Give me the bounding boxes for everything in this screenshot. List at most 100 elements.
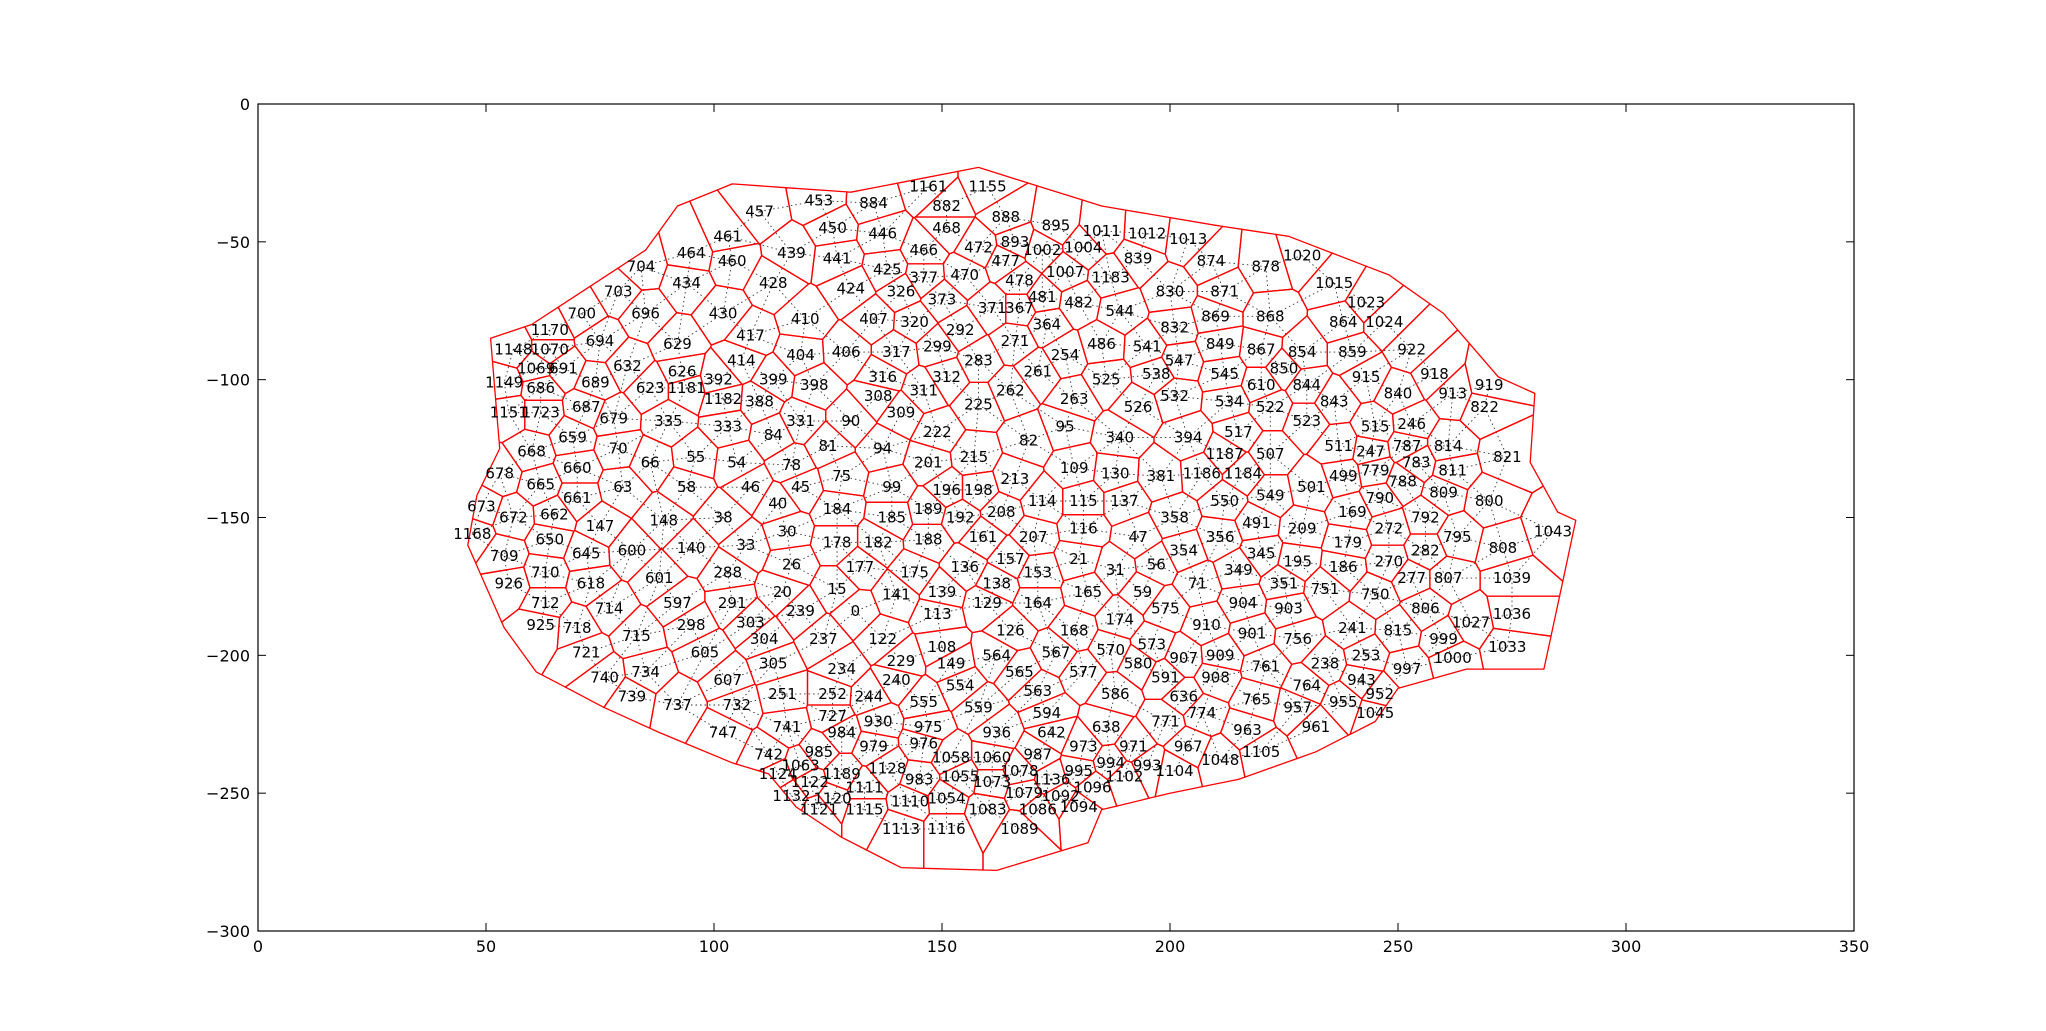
neighbor-link	[772, 663, 783, 695]
cell-label: 130	[1101, 464, 1130, 482]
neighbor-link	[540, 387, 587, 408]
cell-label: 241	[1338, 619, 1367, 637]
cell-label: 577	[1069, 663, 1098, 681]
neighbor-link	[987, 602, 1011, 631]
cell-label: 185	[877, 509, 906, 527]
cell-label: 15	[828, 580, 847, 598]
neighbor-link	[1051, 732, 1084, 747]
cell-label: 424	[836, 280, 865, 298]
neighbor-link	[1379, 498, 1390, 529]
cell-label: 984	[827, 724, 856, 742]
neighbor-link	[887, 743, 925, 769]
neighbor-link	[832, 798, 865, 811]
neighbor-link	[941, 566, 966, 593]
cell-label: 215	[960, 448, 989, 466]
cell-label: 349	[1224, 561, 1253, 579]
neighbor-link	[1297, 528, 1303, 562]
cell-label: 908	[1201, 668, 1230, 686]
cell-label: 922	[1397, 340, 1426, 358]
neighbor-link	[1220, 536, 1262, 554]
cell-label: 709	[490, 547, 519, 565]
voronoi-cell	[1238, 726, 1298, 778]
neighbor-link	[923, 726, 929, 744]
cell-label: 1023	[1347, 294, 1385, 312]
neighbor-link	[677, 572, 728, 604]
cell-label: 570	[1096, 641, 1125, 659]
cell-label: 466	[909, 241, 938, 259]
neighbor-link	[585, 553, 592, 584]
neighbor-link	[540, 602, 546, 626]
neighbor-link	[645, 652, 706, 673]
neighbor-link	[1083, 745, 1111, 764]
cell-label: 1105	[1242, 743, 1280, 761]
neighbor-link	[686, 379, 719, 389]
cell-label: 1013	[1169, 230, 1207, 248]
cell-label: 40	[768, 495, 787, 513]
neighbor-link	[727, 572, 783, 593]
cell-label: 66	[641, 453, 660, 471]
cell-label: 525	[1092, 371, 1121, 389]
cell-label: 601	[645, 569, 674, 587]
cell-label: 741	[773, 718, 802, 736]
neighbor-link	[859, 542, 879, 568]
cell-label: 913	[1438, 384, 1467, 402]
cell-label: 721	[572, 644, 601, 662]
cell-label: 815	[1384, 622, 1413, 640]
cell-label: 983	[905, 770, 934, 788]
cell-label: 499	[1329, 467, 1358, 485]
cell-label: 704	[627, 258, 656, 276]
neighbor-link	[1406, 423, 1413, 446]
cell-label: 406	[832, 343, 861, 361]
neighbor-link	[1201, 473, 1226, 502]
cell-label: 1151	[490, 404, 528, 422]
cell-label: 787	[1393, 437, 1422, 455]
cell-label: 867	[1247, 340, 1276, 358]
cell-label: 1078	[1000, 762, 1038, 780]
neighbor-link	[1425, 536, 1458, 552]
cell-label: 715	[622, 627, 651, 645]
neighbor-link	[1183, 536, 1221, 552]
x-tick-label: 350	[1839, 937, 1870, 956]
neighbor-link	[1137, 663, 1166, 678]
cell-label: 377	[909, 269, 938, 287]
cell-label: 238	[1311, 655, 1340, 673]
neighbor-link	[1178, 343, 1221, 361]
cell-label: 565	[1005, 663, 1034, 681]
neighbor-link	[1087, 569, 1116, 593]
neighbor-link	[590, 583, 610, 609]
cell-label: 486	[1087, 335, 1116, 353]
cell-label: 94	[873, 440, 892, 458]
cell-label: 1015	[1315, 274, 1353, 292]
cell-label: 78	[782, 456, 801, 474]
cell-label: 800	[1475, 492, 1504, 510]
cell-label: 304	[750, 630, 779, 648]
cell-label: 335	[654, 412, 683, 430]
neighbor-link	[927, 431, 938, 463]
neighbor-link	[1311, 475, 1344, 488]
neighbor-link	[1124, 475, 1162, 502]
cell-label: 441	[823, 249, 852, 267]
cell-label: 673	[467, 498, 496, 516]
neighbor-link	[1165, 696, 1185, 722]
neighbor-link	[1269, 420, 1308, 455]
cell-label: 1054	[928, 790, 966, 808]
neighbor-link	[964, 260, 1006, 276]
neighbor-link	[927, 462, 947, 491]
cell-label: 1155	[969, 178, 1007, 196]
neighbor-link	[786, 531, 792, 565]
neighbor-link	[791, 781, 811, 797]
voronoi-cell	[982, 808, 1063, 872]
cell-label: 75	[832, 467, 851, 485]
neighbor-link	[1037, 671, 1084, 692]
neighbor-link	[1188, 745, 1221, 761]
cell-label: 333	[713, 418, 742, 436]
cell-label: 478	[1005, 271, 1034, 289]
cell-label: 795	[1443, 528, 1472, 546]
neighbor-link	[772, 252, 792, 284]
cell-label: 367	[1005, 299, 1034, 317]
neighbor-link	[918, 779, 947, 800]
neighbor-link	[649, 462, 687, 488]
cell-label: 141	[882, 586, 911, 604]
cell-label: 751	[1311, 580, 1340, 598]
neighbor-link	[836, 476, 843, 510]
